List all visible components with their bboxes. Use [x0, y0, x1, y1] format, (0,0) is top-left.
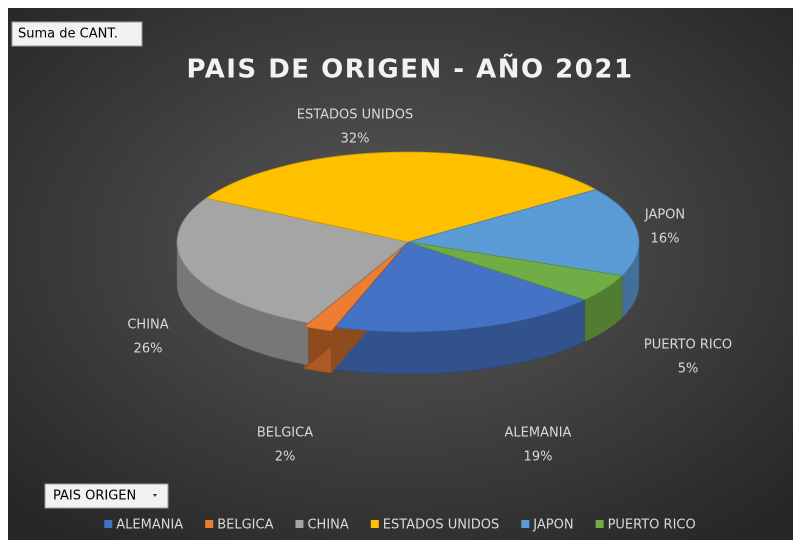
legend-item: PUERTO RICO — [595, 518, 696, 533]
slice — [176, 197, 409, 324]
legend-item: ALEMANIA — [104, 518, 183, 533]
data-label-value: 32% — [341, 132, 370, 147]
data-label-value: 5% — [678, 362, 699, 377]
chart-title: PAIS DE ORIGEN - AÑO 2021 — [186, 53, 633, 85]
legend-label: PUERTO RICO — [608, 518, 696, 533]
data-label-value: 26% — [134, 342, 163, 357]
legend-item: BELGICA — [205, 518, 274, 533]
data-label-name: PUERTO RICO — [644, 338, 732, 353]
data-label-value: 16% — [651, 232, 680, 247]
data-label-name: ALEMANIA — [505, 426, 572, 441]
slice — [407, 241, 624, 301]
legend-swatch — [295, 520, 304, 528]
slice — [407, 189, 640, 277]
slice — [334, 241, 587, 333]
dropdown-arrow — [153, 494, 157, 497]
legend-swatch — [104, 520, 113, 528]
slice — [205, 151, 597, 243]
legend-swatch — [595, 520, 604, 528]
legend-swatch — [521, 520, 530, 528]
data-label-name: CHINA — [127, 318, 168, 333]
data-label-name: ESTADOS UNIDOS — [297, 108, 414, 123]
data-label-value: 2% — [275, 450, 296, 465]
legend-swatch — [205, 520, 214, 528]
data-label-value: 19% — [524, 450, 553, 465]
category-field-button[interactable] — [44, 483, 169, 509]
value-field-label: Suma de CANT. — [18, 27, 118, 42]
data-label-name: BELGICA — [257, 426, 313, 441]
legend-label: BELGICA — [217, 518, 273, 533]
legend-label: ESTADOS UNIDOS — [383, 518, 500, 533]
legend-label: ALEMANIA — [116, 518, 183, 533]
legend-label: CHINA — [307, 518, 348, 533]
legend-item: JAPON — [521, 518, 574, 533]
legend-item: CHINA — [295, 518, 349, 533]
slice — [303, 245, 405, 332]
legend-item: ESTADOS UNIDOS — [370, 518, 500, 533]
legend-label: JAPON — [532, 518, 573, 533]
category-field-label: PAIS ORIGEN — [53, 489, 136, 504]
data-label-name: JAPON — [644, 208, 685, 223]
legend-swatch — [370, 520, 379, 528]
value-field-button[interactable] — [11, 21, 143, 47]
